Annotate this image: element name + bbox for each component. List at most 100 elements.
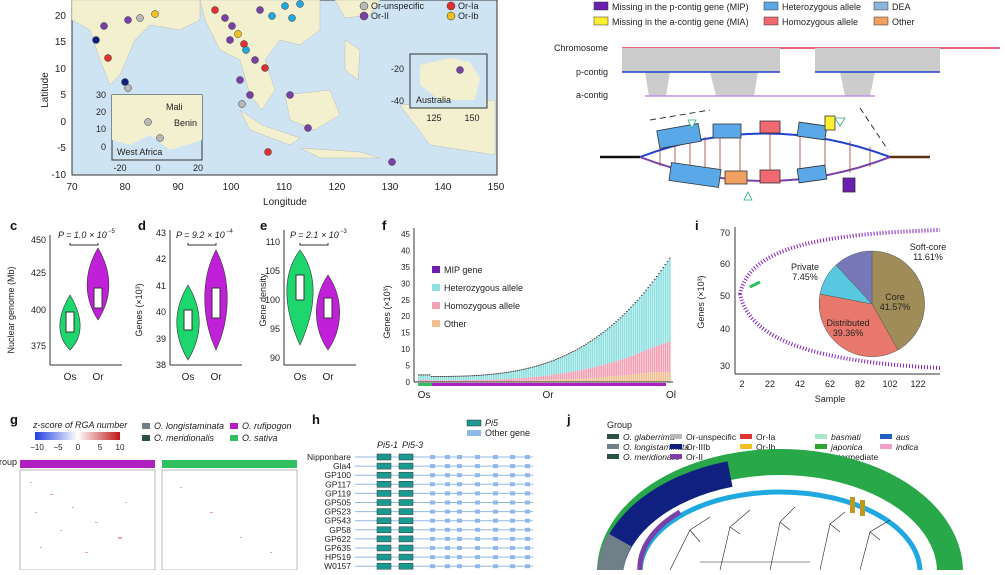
australia-title: Australia: [416, 95, 451, 105]
y-tick: -10: [52, 170, 67, 181]
f-bar-heterozygous: [622, 316, 624, 359]
f-bar-cap: [508, 372, 510, 373]
f-bar-other: [602, 377, 604, 382]
f-bar-heterozygous: [517, 371, 519, 378]
svg-text:Os: Os: [294, 372, 307, 383]
svg-text:41: 41: [156, 281, 166, 291]
svg-text:11.61%: 11.61%: [913, 252, 943, 262]
f-bar-cap: [454, 376, 456, 377]
sample-point: [125, 85, 132, 92]
y-tick: 5: [60, 90, 66, 101]
f-y-tick: 20: [401, 312, 410, 321]
sv-diagram-svg: Missing in the p-contig gene (MIP) Heter…: [540, 0, 1005, 215]
svg-text:20: 20: [193, 163, 203, 173]
f-bar-other: [665, 372, 667, 382]
svg-text:O. rufipogon: O. rufipogon: [242, 421, 292, 431]
f-bar-cap: [427, 374, 429, 375]
sample-point: [257, 7, 264, 14]
f-bar-heterozygous: [424, 375, 426, 379]
f-bar-homozygous: [547, 375, 549, 380]
other-gene: [430, 537, 435, 541]
other-gene: [430, 491, 435, 495]
y-tick: 15: [55, 37, 67, 48]
f-bar-heterozygous: [641, 296, 643, 352]
svg-text:Heterozygous allele: Heterozygous allele: [782, 2, 861, 12]
f-bar-other: [615, 376, 617, 382]
f-bar-homozygous: [476, 380, 478, 382]
sample-point: [287, 92, 294, 99]
pi5-1-gene: [377, 518, 391, 524]
f-bar-cap: [632, 304, 634, 305]
other-gene: [525, 455, 530, 459]
svg-text:-20: -20: [391, 64, 404, 74]
other-gene: [475, 519, 480, 523]
svg-text:62: 62: [825, 379, 835, 389]
f-bar-cap: [534, 366, 536, 367]
f-bar-cap: [521, 369, 523, 370]
svg-text:Other gene: Other gene: [485, 428, 530, 438]
other-gene: [510, 473, 515, 477]
svg-text:Private: Private: [791, 262, 819, 272]
f-bar-heterozygous: [437, 377, 439, 380]
other-gene: [445, 510, 450, 514]
f-bar-cap: [575, 350, 577, 351]
f-bar-heterozygous: [469, 376, 471, 380]
f-bar-cap: [444, 376, 446, 377]
other-gene: [445, 564, 450, 568]
svg-text:Soft-core: Soft-core: [910, 242, 947, 252]
f-bar-cap: [467, 375, 469, 376]
other-gene: [445, 528, 450, 532]
f-bar-homozygous: [452, 380, 454, 381]
other-gene: [430, 482, 435, 486]
other-gene: [510, 564, 515, 568]
f-bar-heterozygous: [592, 341, 594, 368]
other-gene: [445, 519, 450, 523]
f-bar-cap: [525, 368, 527, 369]
f-bar-cap: [506, 372, 508, 373]
f-y-tick: 10: [401, 345, 410, 354]
j-legend-swatch: [670, 434, 682, 439]
sample-point: [305, 125, 312, 132]
f-bar-homozygous: [420, 380, 422, 382]
f-bar-cap: [504, 372, 506, 373]
f-bar-cap: [418, 374, 420, 375]
other-gene: [457, 528, 462, 532]
pi5-3-gene: [399, 545, 413, 551]
f-bar-cap: [493, 374, 495, 375]
f-bar-cap: [538, 365, 540, 366]
f-bar-homozygous: [602, 365, 604, 377]
svg-text:O. meridionalis: O. meridionalis: [154, 433, 215, 443]
svg-text:-20: -20: [113, 163, 126, 173]
f-bar-homozygous: [553, 375, 555, 380]
f-bar-cap: [448, 376, 450, 377]
f-bar-homozygous: [495, 379, 497, 381]
svg-text:43: 43: [156, 228, 166, 238]
svg-text:90: 90: [270, 353, 280, 363]
benin-point: [157, 135, 164, 142]
sample-point: [235, 31, 242, 38]
pi5-3-gene: [399, 563, 413, 569]
or-group-bar: [432, 383, 666, 386]
svg-text:−4: −4: [226, 229, 234, 235]
svg-text:Genes (×10³): Genes (×10³): [696, 275, 706, 328]
other-gene: [525, 510, 530, 514]
svg-text:Homozygous allele: Homozygous allele: [444, 301, 520, 311]
f-bar-heterozygous: [454, 377, 456, 380]
f-bar-cap: [545, 363, 547, 364]
other-gene: [457, 564, 462, 568]
f-bar-homozygous: [489, 380, 491, 382]
f-bar-homozygous: [579, 370, 581, 378]
svg-text:Or: Or: [92, 372, 104, 383]
f-bar-other: [628, 375, 630, 382]
f-bar-heterozygous: [596, 338, 598, 367]
f-bar-cap: [482, 375, 484, 376]
other-gene: [510, 537, 515, 541]
f-bar-homozygous: [660, 344, 662, 372]
j-legend-label: aus: [896, 432, 910, 442]
f-bar-cap: [647, 287, 649, 288]
f-bar-homozygous: [605, 364, 607, 377]
svg-text:10: 10: [96, 124, 106, 134]
f-bar-heterozygous: [463, 377, 465, 381]
f-bar-heterozygous: [510, 372, 512, 378]
